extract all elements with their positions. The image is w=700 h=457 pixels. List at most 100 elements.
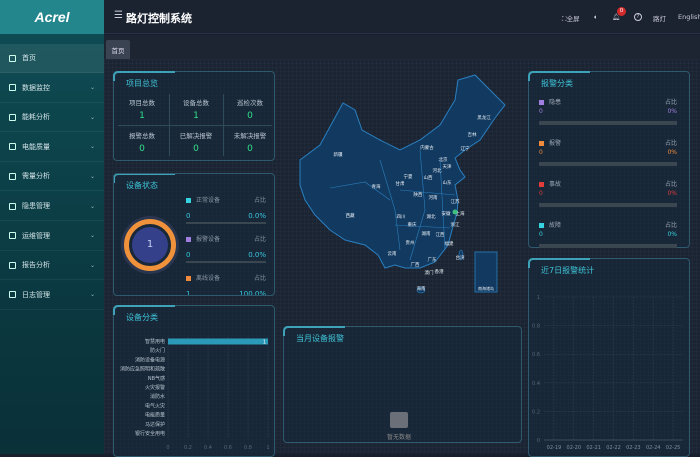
mute-icon[interactable]: 🔈︎: [594, 13, 598, 21]
status-legend-item: 正常设备 占比: [186, 195, 266, 204]
y-tick-label: 0.4: [532, 381, 540, 387]
x-tick-label: 02-25: [666, 445, 681, 451]
overview-stat: 巡检次数 0: [223, 97, 277, 121]
category-label: 消防水: [150, 393, 165, 400]
status-value-row: 0 0.0%: [186, 212, 266, 220]
tab-bar: 首页: [104, 35, 700, 59]
category-label: 消防应急照明和疏散: [120, 366, 165, 373]
stat-value: 0: [139, 144, 145, 154]
alarm-class-item: 事故 占比: [539, 179, 677, 188]
sidebar-item-label: 电能质量: [22, 142, 50, 151]
stat-label: 未解决报警: [233, 132, 267, 140]
alarm-class-item: 报警 占比: [539, 138, 677, 147]
sidebar-item[interactable]: 首页: [0, 44, 104, 73]
alarm-class-panel: 报警分类 隐患 占比 0 0% 报警 占比 0 0% 事故 占比 0 0% 故障 占比 0 0%: [528, 71, 690, 248]
sidebar-item-label: 运维管理: [22, 231, 50, 240]
legend-swatch: [539, 100, 544, 105]
sidebar-item[interactable]: 数据监控 ⌄: [0, 74, 104, 103]
alarm-count: 0: [539, 149, 543, 156]
status-legend-item: 离线设备 占比: [186, 273, 266, 282]
sidebar-item[interactable]: 电能质量 ⌄: [0, 133, 104, 162]
panel-title: 项目总览: [126, 79, 158, 88]
bell-icon[interactable]: 🔔︎: [612, 13, 621, 21]
y-tick-label: 0.8: [532, 324, 540, 330]
status-legend-item: 报警设备 占比: [186, 234, 266, 243]
y-tick-label: 0.6: [532, 352, 540, 358]
legend-swatch: [186, 237, 191, 242]
alarm-percent: 0%: [667, 108, 677, 115]
sidebar-item[interactable]: 能耗分析 ⌄: [0, 103, 104, 133]
x-tick-label: 02-24: [646, 445, 661, 451]
bar-value-label: 1: [263, 340, 266, 346]
x-tick-label: 0.2: [184, 445, 192, 451]
stat-value: 1: [139, 111, 145, 121]
divider: [223, 94, 224, 156]
tab-home[interactable]: 首页: [106, 40, 130, 59]
language-switch[interactable]: English: [678, 13, 700, 21]
y-tick-label: 1: [537, 295, 540, 301]
chevron-down-icon: ⌄: [89, 202, 95, 210]
sidebar-item[interactable]: 需量分析 ⌄: [0, 162, 104, 192]
panel-title: 当月设备报警: [296, 334, 344, 343]
y-tick-label: 0: [537, 438, 540, 444]
status-bar-track: [186, 261, 266, 263]
legend-label: 正常设备: [196, 197, 221, 204]
device-class-panel: 设备分类: [113, 305, 275, 457]
sidebar-item[interactable]: 运维管理 ⌄: [0, 222, 104, 251]
notification-badge: 0: [617, 7, 626, 16]
menu-icon[interactable]: ☰: [114, 10, 123, 21]
empty-text: 暂无数据: [386, 434, 411, 441]
alarm-bar-track: [539, 162, 677, 166]
legend-label: 故障: [549, 222, 562, 229]
x-tick-label: 0.6: [224, 445, 232, 451]
category-label: 火灾报警: [145, 384, 165, 391]
overview-stat: 项目总数 1: [115, 97, 169, 121]
legend-label: 事故: [549, 181, 562, 188]
monitor-icon: [9, 84, 16, 92]
legend-label: 报警设备: [196, 236, 221, 243]
chevron-down-icon: ⌄: [89, 291, 95, 299]
user-menu[interactable]: 路灯: [653, 15, 666, 23]
panel-title: 报警分类: [541, 79, 573, 88]
alarm7-panel: 近7日报警统计: [528, 258, 690, 457]
help-icon[interactable]: ?: [634, 13, 642, 21]
category-label: 消防设备电源: [135, 356, 165, 363]
category-label: 电能质量: [145, 412, 165, 419]
bar-chart-icon: [9, 113, 16, 121]
status-donut: 1: [124, 219, 176, 271]
sidebar-item[interactable]: 日志管理 ⌄: [0, 281, 104, 310]
stat-label: 设备总数: [183, 99, 209, 107]
status-percent: 0.0%: [248, 212, 266, 220]
alarm-count: 0: [539, 231, 543, 238]
category-label: NB气感: [148, 375, 165, 382]
stat-value: 0: [247, 111, 253, 121]
alarm-percent: 0%: [667, 149, 677, 156]
status-count: 0: [186, 251, 191, 259]
category-label: 马达保护: [145, 421, 165, 428]
panel-title: 设备分类: [126, 313, 158, 322]
x-tick-label: 02-22: [606, 445, 621, 451]
category-label: 银行安全用电: [135, 430, 165, 437]
device-status-panel: 设备状态 1 正常设备 占比 0 0.0% 报警设备 占比 0 0.0% 离线设备 占比 1 100.…: [113, 173, 275, 296]
donut-total: 1: [132, 227, 168, 263]
legend-label: 报警: [549, 140, 562, 147]
ratio-label: 占比: [253, 275, 266, 282]
chevron-down-icon: ⌄: [89, 172, 95, 180]
fullscreen-button[interactable]: ⛶全屏: [562, 13, 580, 24]
legend-swatch: [539, 223, 544, 228]
ratio-label: 占比: [253, 236, 266, 243]
sidebar-item-label: 数据监控: [22, 83, 50, 92]
stat-label: 项目总数: [129, 99, 155, 107]
alarm-value-row: 0 0%: [539, 108, 677, 115]
alarm-value-row: 0 0%: [539, 231, 677, 238]
sidebar-item[interactable]: 隐患管理 ⌄: [0, 192, 104, 221]
x-tick-label: 02-20: [567, 445, 582, 451]
x-tick-label: 0.8: [244, 445, 252, 451]
home-icon: [9, 54, 16, 62]
sidebar-item-label: 能耗分析: [22, 113, 50, 122]
sidebar-item[interactable]: 报告分析 ⌄: [0, 251, 104, 281]
ratio-label: 占比: [664, 99, 677, 106]
x-tick-label: 0: [166, 445, 169, 451]
overview-stat: 设备总数 1: [169, 97, 223, 121]
sidebar-item-label: 需量分析: [22, 172, 50, 181]
